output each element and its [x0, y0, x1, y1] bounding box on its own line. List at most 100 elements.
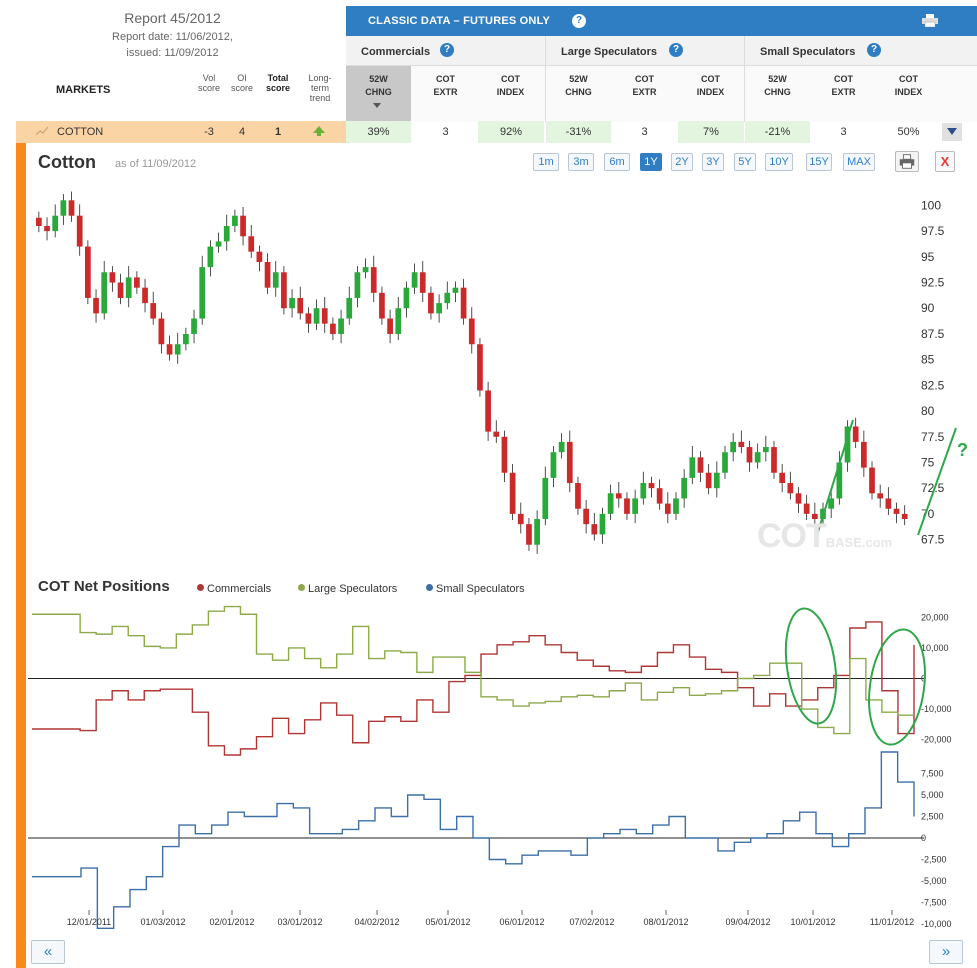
col-small-52w[interactable]: 52W CHNG — [745, 73, 810, 99]
price-candle — [313, 308, 320, 324]
range-2y-button[interactable]: 2Y — [671, 153, 693, 171]
price-candle — [607, 493, 614, 514]
price-candle — [240, 215, 246, 237]
price-candle — [68, 200, 75, 216]
price-candle — [697, 457, 704, 473]
range-15y-button[interactable]: 15Y — [806, 153, 832, 171]
col-head-l1: COT — [701, 74, 720, 84]
price-candle — [125, 277, 132, 298]
price-tick-label: 90 — [921, 301, 935, 315]
range-3y-button[interactable]: 3Y — [702, 153, 724, 171]
price-candle — [183, 333, 189, 345]
range-10y-button[interactable]: 10Y — [765, 153, 793, 171]
date-tick-label: 12/01/2011 — [67, 917, 111, 927]
price-candle — [215, 241, 222, 247]
legend-small-speculators[interactable]: Small Speculators — [426, 583, 525, 595]
price-tick-label: 100 — [921, 198, 941, 212]
help-icon[interactable]: ? — [867, 43, 881, 57]
trend-up-icon-stem — [317, 132, 321, 136]
help-icon[interactable]: ? — [669, 43, 683, 57]
price-candle — [379, 292, 385, 319]
range-max-button[interactable]: MAX — [843, 153, 875, 171]
price-candle — [419, 272, 426, 293]
col-head-l2: EXTR — [433, 87, 458, 97]
price-tick-label: 92.5 — [921, 276, 945, 290]
price-candle — [166, 344, 173, 355]
oi-score-header[interactable]: OI score — [226, 73, 258, 93]
price-candle — [754, 452, 761, 463]
col-head-l2: CHNG — [764, 87, 791, 97]
print-icon[interactable] — [895, 151, 919, 172]
highlight-ellipse — [868, 628, 926, 746]
chart-icon — [36, 126, 48, 136]
cot-net-positions-title: COT Net Positions — [38, 578, 170, 595]
prev-market-button[interactable]: « — [31, 940, 65, 964]
table-row[interactable] — [16, 121, 346, 143]
price-candle — [264, 261, 271, 288]
legend-commercials[interactable]: Commercials — [197, 583, 271, 595]
price-tick-label: 97.5 — [921, 224, 945, 238]
col-head-l1: COT — [899, 74, 918, 84]
markets-header[interactable]: MARKETS — [56, 84, 111, 96]
price-candle — [591, 524, 598, 535]
oi-score-header-l2: score — [230, 83, 253, 93]
help-icon[interactable]: ? — [572, 14, 586, 28]
market-name[interactable]: COTTON — [57, 126, 104, 138]
vol-score-header[interactable]: Vol score — [193, 73, 225, 93]
price-candle — [542, 477, 549, 520]
price-candle — [575, 483, 581, 509]
price-candle — [705, 472, 712, 489]
price-candle — [272, 272, 279, 288]
price-candle — [452, 287, 459, 293]
selected-market-bar — [16, 143, 26, 968]
price-candle — [550, 452, 557, 478]
range-3m-button[interactable]: 3m — [568, 153, 594, 171]
trend-header[interactable]: Long- term trend — [301, 73, 339, 103]
col-comm-index[interactable]: COT INDEX — [478, 73, 543, 99]
price-candle — [836, 462, 843, 499]
group-small-speculators: Small Speculators — [760, 46, 856, 58]
range-1m-button[interactable]: 1m — [533, 153, 559, 171]
col-large-52w[interactable]: 52W CHNG — [546, 73, 611, 99]
trend-annotation-line — [917, 427, 957, 536]
group-large-speculators: Large Speculators — [561, 46, 657, 58]
price-candle — [681, 477, 688, 499]
range-5y-button[interactable]: 5Y — [734, 153, 756, 171]
price-candle — [599, 513, 606, 535]
col-large-index[interactable]: COT INDEX — [678, 73, 743, 99]
trend-header-l2: term — [311, 83, 329, 93]
help-icon[interactable]: ? — [440, 43, 454, 57]
legend-label: Small Speculators — [436, 583, 525, 595]
price-candle — [534, 519, 540, 545]
date-tick-label: 05/01/2012 — [425, 917, 470, 927]
next-market-button[interactable]: » — [929, 940, 963, 964]
large-52w-value: -31% — [546, 121, 611, 143]
close-chart-button[interactable]: X — [935, 151, 955, 172]
date-tick-label: 11/01/2012 — [870, 917, 914, 927]
col-comm-52w[interactable]: 52W CHNG — [346, 73, 411, 99]
col-comm-extr[interactable]: COT EXTR — [413, 73, 478, 99]
price-candle — [76, 215, 83, 247]
range-6m-button[interactable]: 6m — [604, 153, 630, 171]
range-1y-button[interactable]: 1Y — [640, 153, 662, 171]
total-score-header-l1: Total — [267, 73, 289, 83]
price-candle — [354, 272, 361, 298]
price-candle — [624, 498, 630, 514]
annotation-question-mark: ? — [957, 440, 968, 460]
col-small-extr[interactable]: COT EXTR — [811, 73, 876, 99]
total-score-header[interactable]: Total score — [260, 73, 296, 93]
small-specs-chart: 7,500 5,000 2,500 0 -2,500 -5,000 -7,500 -10,00… — [28, 751, 952, 929]
price-candle — [771, 447, 777, 473]
price-candle — [656, 488, 663, 504]
total-score-header-l2: score — [265, 83, 291, 93]
print-icon[interactable] — [922, 14, 938, 27]
col-large-extr[interactable]: COT EXTR — [612, 73, 677, 99]
price-candle — [583, 508, 589, 525]
price-chart — [36, 191, 908, 554]
legend-large-speculators[interactable]: Large Speculators — [298, 583, 397, 595]
col-small-index[interactable]: COT INDEX — [876, 73, 941, 99]
date-tick-label: 04/02/2012 — [354, 917, 399, 927]
price-candle — [321, 308, 328, 324]
price-tick-label: 72.5 — [921, 481, 945, 495]
price-candle — [44, 225, 50, 232]
